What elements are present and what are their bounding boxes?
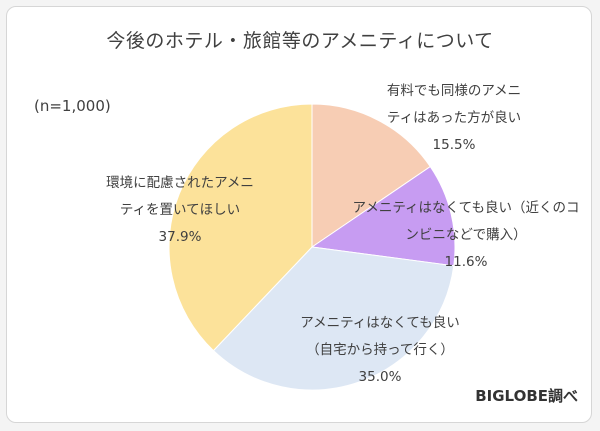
slice-category-label-3: アメニティはなくても良い [300,315,459,331]
pie-slices [168,103,456,391]
slice-value-label-3: 35.0% [359,369,402,385]
slice-category-label-2: アメニティはなくても良い（近くのコ [353,200,580,216]
slice-category-label-1: ティはあった方が良い [387,110,521,126]
chart-title: 今後のホテル・旅館等のアメニティについて [106,30,494,52]
slice-value-label-4: 37.9% [159,229,202,245]
pie-slice-4 [168,103,313,352]
pie-slice-3 [212,246,455,391]
slice-category-label-4: 環境に配慮されたアメニ [106,175,254,191]
slice-category-label-1: 有料でも同様のアメニ [387,83,521,99]
slice-value-label-2: 11.6% [445,254,488,270]
source-label: BIGLOBE調べ [475,387,578,405]
slice-category-label-2: ンビニなどで購入） [405,227,526,243]
pie-slice-2 [310,165,456,267]
slice-category-label-3: （自宅から持って行く） [306,342,454,358]
slice-value-label-1: 15.5% [433,137,476,153]
slice-category-label-4: ティを置いてほしい [120,202,240,218]
pie-slice-1 [311,103,431,248]
sample-size-label: (n=1,000) [34,97,111,115]
